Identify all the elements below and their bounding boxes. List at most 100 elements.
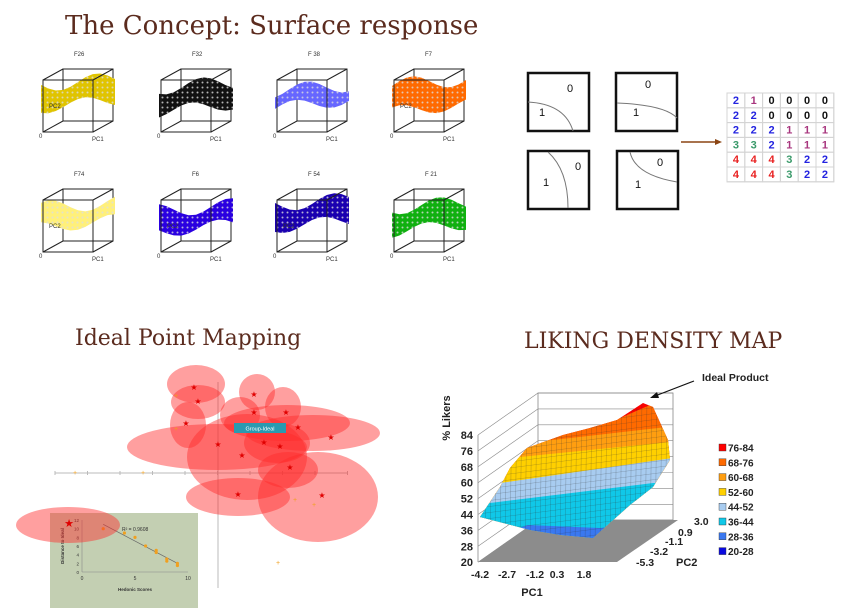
legend-swatch (718, 503, 727, 511)
plot-box-edge (326, 240, 348, 253)
region-label-outside: 0 (567, 83, 573, 95)
plot-y-label: PC2 (49, 224, 61, 230)
surface-mesh-line (604, 403, 608, 538)
y-tick-label: 84 (461, 430, 474, 442)
quadrant-box: 01 (615, 149, 680, 211)
ideal-point-star-icon: ★ (250, 390, 257, 399)
panelist-ellipse (187, 414, 307, 500)
quadrant-frame (526, 149, 591, 211)
matrix-value: 2 (822, 154, 828, 166)
inset-data-point (122, 531, 126, 535)
z-tick-label: -3.2 (650, 546, 668, 558)
legend-label: 68-76 (728, 458, 754, 469)
product-point-icon: + (174, 426, 178, 433)
plot-title: F6 (192, 172, 200, 178)
plot-y-label: PC2 (167, 224, 179, 230)
surface-mesh-grid (275, 193, 349, 234)
product-point-icon: + (293, 497, 297, 504)
matrix-value: 1 (822, 125, 828, 137)
inset-y-label: Distance to Ideal (60, 528, 65, 564)
region-label-outside: 0 (645, 79, 651, 91)
surface-mesh-grid (392, 197, 466, 238)
plot-y-label: PC2 (283, 224, 295, 230)
panelist-ellipse (258, 452, 318, 488)
surface-plot: F26 0 PC1 PC2 (39, 52, 115, 143)
surface-mesh-grid (41, 196, 115, 231)
matrix-value: 0 (822, 95, 828, 107)
z-tick-label: -5.3 (636, 557, 654, 569)
inset-data-point (133, 535, 137, 539)
plot-box-front (393, 79, 445, 133)
x-axis-label: PC1 (521, 587, 542, 599)
inset-data-point (154, 550, 158, 555)
matrix-value: 0 (786, 95, 792, 107)
inset-x-tick: 5 (134, 576, 137, 582)
floor-plane (478, 520, 678, 562)
inset-y-tick: 6 (76, 544, 79, 549)
legend-label: 52-60 (728, 488, 754, 499)
matrix-value: 0 (822, 110, 828, 122)
ideal-point-star-icon: ★ (194, 397, 201, 406)
matrix-value: 2 (804, 154, 810, 166)
y-tick-label: 60 (461, 478, 473, 490)
plot-box-front (276, 79, 328, 133)
region-label-outside: 0 (657, 157, 663, 169)
region-label-outside: 0 (575, 161, 581, 173)
matrix-value: 2 (733, 95, 739, 107)
plot-box-front (393, 199, 445, 253)
plot-origin-label: 0 (273, 134, 277, 140)
ideal-point-star-icon: ★ (318, 491, 325, 500)
plot-box-edge (92, 120, 114, 133)
matrix-value: 4 (768, 169, 775, 181)
plot-box-edge (210, 188, 232, 201)
matrix-value: 2 (751, 125, 757, 137)
plot-box-edge (393, 240, 415, 253)
plot-box-edge (443, 188, 465, 201)
plot-origin-label: 0 (39, 254, 43, 260)
legend-label: 60-68 (728, 473, 754, 484)
surface-plot: F 38 0 PC1 (273, 52, 349, 143)
inset-data-point (175, 563, 179, 568)
surface-mesh-line (609, 403, 613, 538)
plot-box-edge (393, 188, 415, 201)
region-label-inside: 1 (539, 107, 545, 119)
plot-box-front (42, 199, 94, 253)
product-point-icon: + (312, 502, 316, 509)
inset-y-tick: 4 (76, 553, 79, 558)
surface-plot: F 54 0 PC1 PC2 (273, 172, 349, 263)
legend-swatch (718, 458, 727, 466)
plot-origin-label: 0 (390, 254, 394, 260)
ideal-point-star-icon: ★ (294, 423, 301, 432)
plot-origin-label: 0 (390, 134, 394, 140)
liking-density-heading: LIKING DENSITY MAP (524, 329, 783, 354)
plot-box-edge (42, 240, 64, 253)
z-tick-label: 0.9 (678, 527, 693, 539)
matrix-value: 1 (804, 125, 810, 137)
surface-mesh-grid (159, 198, 233, 236)
inset-data-point (144, 544, 148, 548)
y-axis-label: % Likers (441, 395, 453, 440)
plot-box-edge (210, 120, 232, 133)
liking-density-map: 84 76 68 60 52 44 36 28 20-4.2 -2.7 -1.2 0.3 1.8 PC1 3… (441, 372, 769, 599)
surface-mesh-grid (41, 73, 115, 114)
ideal-point-star-icon: ★ (182, 419, 189, 428)
gridline-side (477, 392, 539, 436)
panelist-ellipse (186, 478, 290, 516)
surface-mesh-line (480, 456, 670, 486)
legend-label: 36-44 (728, 518, 754, 529)
legend-swatch (718, 532, 727, 540)
legend-label: 76-84 (728, 444, 754, 455)
plot-title: F 54 (308, 172, 321, 178)
ideal-point-map: 0 2 4 6 8 10 12 0 5 10 Hedonic Scores Distance to I… (16, 365, 380, 608)
plot-box-edge (276, 68, 298, 81)
inset-x-tick: 0 (81, 576, 84, 582)
surface-mesh-line (480, 474, 670, 504)
plot-box-edge (160, 240, 182, 253)
matrix-value: 0 (768, 95, 774, 107)
matrix-value: 4 (751, 154, 758, 166)
x-tick-label: 0.3 (550, 569, 565, 581)
plot-box-edge (160, 68, 182, 81)
ideal-point-star-icon: ★ (276, 442, 283, 451)
